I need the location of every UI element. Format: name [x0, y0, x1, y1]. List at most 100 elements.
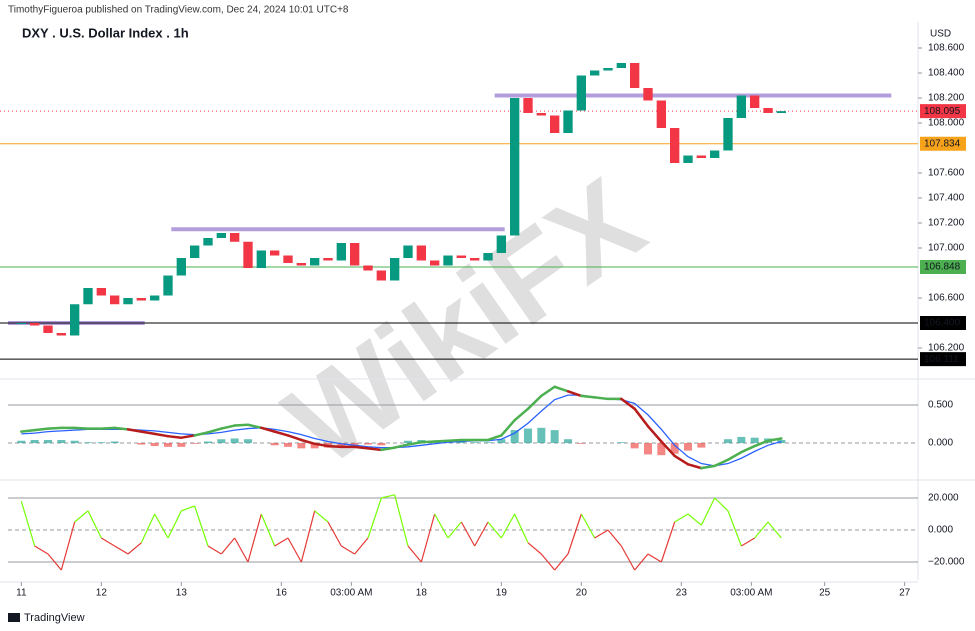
- macd-segment: [593, 396, 610, 401]
- histogram-bar: [244, 439, 252, 444]
- macd-segment: [433, 439, 450, 443]
- macd-segment: [446, 438, 463, 442]
- candle: [430, 260, 440, 266]
- oscillator-segment: [127, 542, 142, 555]
- candle: [150, 295, 160, 301]
- oscillator-segment: [287, 537, 302, 563]
- macd-segment: [380, 446, 396, 452]
- candle: [43, 325, 53, 333]
- candle: [390, 258, 400, 281]
- histogram-bar: [484, 442, 492, 444]
- candle: [510, 98, 520, 236]
- candle: [496, 235, 506, 253]
- x-tick-label: 13: [176, 588, 188, 599]
- y-tick-label: 108.600: [928, 43, 965, 54]
- oscillator-segment: [314, 510, 329, 523]
- candle: [750, 95, 760, 108]
- histogram-bar: [510, 430, 519, 444]
- oscillator-segment: [460, 521, 476, 547]
- price-label: 106.400: [924, 318, 961, 329]
- y-tick-label: 108.400: [928, 68, 965, 79]
- oscillator-segment: [74, 510, 89, 523]
- macd-segment: [46, 426, 63, 430]
- oscillator-segment: [434, 513, 449, 539]
- y-tick-label: 0.500: [928, 400, 953, 411]
- candle: [776, 111, 786, 113]
- candle: [603, 68, 613, 71]
- oscillator-segment: [327, 521, 342, 547]
- oscillator-segment: [727, 510, 742, 547]
- oscillator-segment: [580, 513, 596, 539]
- macd-segment: [406, 441, 423, 446]
- macd-segment: [73, 426, 90, 430]
- candle: [243, 241, 253, 268]
- histogram-bar: [577, 443, 586, 444]
- histogram-bar: [177, 443, 186, 447]
- macd-segment: [513, 407, 530, 422]
- histogram-bar: [750, 437, 759, 444]
- macd-segment: [193, 431, 210, 437]
- x-tick-label: 03:00 AM: [730, 588, 772, 599]
- histogram-bar: [364, 443, 372, 445]
- candle: [736, 95, 746, 118]
- candle: [670, 128, 680, 163]
- histogram-bar: [164, 443, 172, 447]
- oscillator-segment: [487, 521, 502, 539]
- candle: [723, 118, 733, 151]
- oscillator-segment: [194, 505, 209, 547]
- oscillator-segment: [87, 510, 102, 539]
- macd-segment: [313, 442, 330, 448]
- price-label: 107.834: [924, 138, 961, 149]
- candle: [310, 258, 320, 266]
- macd-segment: [713, 458, 730, 468]
- candle: [576, 75, 586, 111]
- oscillator-segment: [447, 521, 462, 539]
- oscillator-segment: [620, 545, 636, 571]
- histogram-bar: [44, 439, 52, 444]
- macd-segment: [660, 440, 676, 458]
- macd-segment: [753, 439, 770, 448]
- candle: [270, 250, 280, 256]
- candle: [683, 155, 693, 163]
- candle: [136, 298, 146, 301]
- histogram-bar: [377, 443, 386, 446]
- histogram-bar: [470, 442, 479, 444]
- candle: [30, 323, 40, 326]
- histogram-bar: [84, 442, 92, 444]
- oscillator-segment: [554, 553, 569, 571]
- macd-segment: [726, 450, 743, 462]
- macd-segment: [246, 423, 263, 430]
- histogram-bar: [270, 443, 279, 446]
- histogram-bar: [230, 438, 239, 444]
- candle: [296, 263, 306, 266]
- candle: [163, 275, 173, 296]
- oscillator-segment: [407, 545, 422, 563]
- x-tick-label: 20: [576, 588, 588, 599]
- macd-segment: [566, 390, 583, 398]
- oscillator-segment: [367, 497, 382, 539]
- candle: [470, 258, 480, 261]
- histogram-bar: [150, 443, 159, 447]
- macd-segment: [366, 447, 383, 452]
- publish-info: TimothyFigueroa published on TradingView…: [8, 5, 349, 16]
- histogram-bar: [190, 443, 199, 444]
- candle: [563, 110, 573, 133]
- oscillator-segment: [34, 545, 49, 555]
- price-label: 106.111: [924, 354, 959, 365]
- oscillator-segment: [420, 513, 436, 563]
- x-tick-label: 23: [676, 588, 688, 599]
- oscillator-segment: [260, 513, 276, 547]
- histogram-bar: [550, 430, 559, 444]
- oscillator-segment: [660, 521, 676, 563]
- macd-segment: [540, 385, 556, 398]
- x-tick-label: 18: [416, 588, 428, 599]
- histogram-bar: [204, 441, 212, 444]
- x-tick-label: 11: [16, 588, 27, 599]
- candle: [696, 155, 706, 158]
- histogram-bar: [137, 443, 146, 445]
- macd-segment: [220, 424, 236, 430]
- oscillator-segment: [540, 553, 556, 571]
- oscillator-segment: [60, 521, 76, 571]
- macd-segment: [33, 427, 50, 432]
- candle: [123, 298, 133, 305]
